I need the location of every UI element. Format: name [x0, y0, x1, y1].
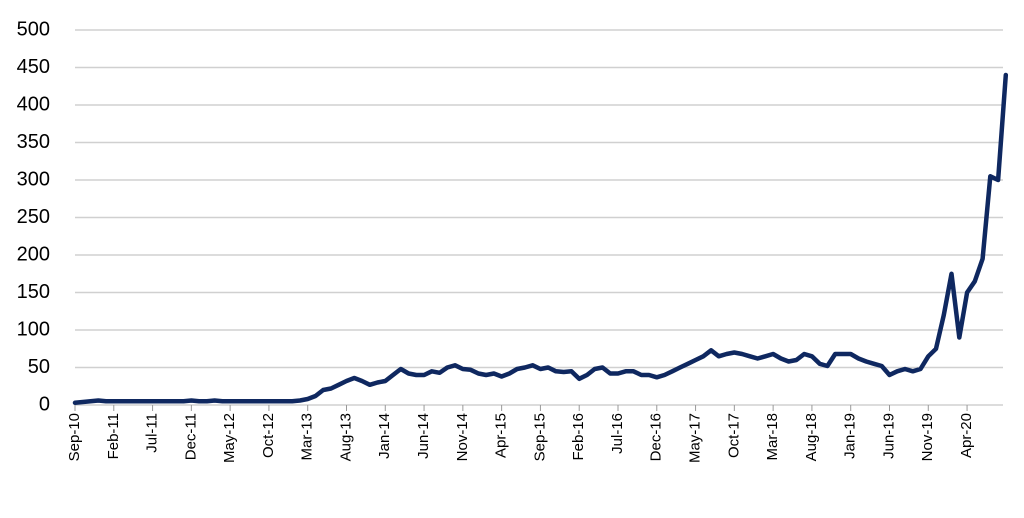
x-tick-label: Apr-20	[958, 413, 975, 458]
x-tick-label: Dec-16	[648, 413, 665, 461]
y-tick-label: 400	[17, 93, 50, 115]
x-tick-label: Jun-19	[880, 413, 897, 459]
x-tick-label: Sep-10	[66, 413, 83, 461]
line	[72, 72, 1009, 406]
y-tick-label: 350	[17, 131, 50, 153]
x-tick-label: Aug-18	[803, 413, 820, 461]
x-tick-label: Jul-16	[609, 413, 626, 454]
x-tick-label: Jan-19	[842, 413, 859, 459]
x-tick-label: Jul-11	[144, 413, 161, 453]
x-tick-label: May-17	[687, 413, 704, 463]
x-tick-label: Oct-12	[260, 413, 277, 458]
x-tick-label: Dec-11	[182, 413, 199, 460]
x-tick-label: Oct-17	[725, 413, 742, 458]
x-tick-label: May-12	[221, 413, 238, 463]
x-tick-label: Mar-13	[299, 413, 316, 461]
y-tick-label: 150	[17, 281, 50, 303]
y-tick-label: 200	[17, 243, 50, 265]
x-tick-label: Apr-15	[493, 413, 510, 458]
y-tick-label: 500	[17, 18, 50, 40]
y-tick-label: 450	[17, 56, 50, 78]
y-tick-label: 0	[39, 393, 50, 415]
x-tick-label: Nov-19	[919, 413, 936, 461]
x-tick-label: Jun-14	[415, 413, 432, 459]
y-tick-label: 50	[28, 356, 50, 378]
x-tick-label: Nov-14	[454, 413, 471, 461]
x-tick-label: Jan-14	[376, 413, 393, 459]
y-tick-label: 250	[17, 206, 50, 228]
x-tick-label: Aug-13	[337, 413, 354, 461]
x-tick-label: Sep-15	[531, 413, 548, 461]
x-tick-label: Mar-18	[764, 413, 781, 461]
x-tick-label: Feb-11	[105, 413, 122, 459]
x-tick-label: Feb-16	[570, 413, 587, 461]
y-tick-label: 100	[17, 318, 50, 340]
y-tick-label: 300	[17, 168, 50, 190]
